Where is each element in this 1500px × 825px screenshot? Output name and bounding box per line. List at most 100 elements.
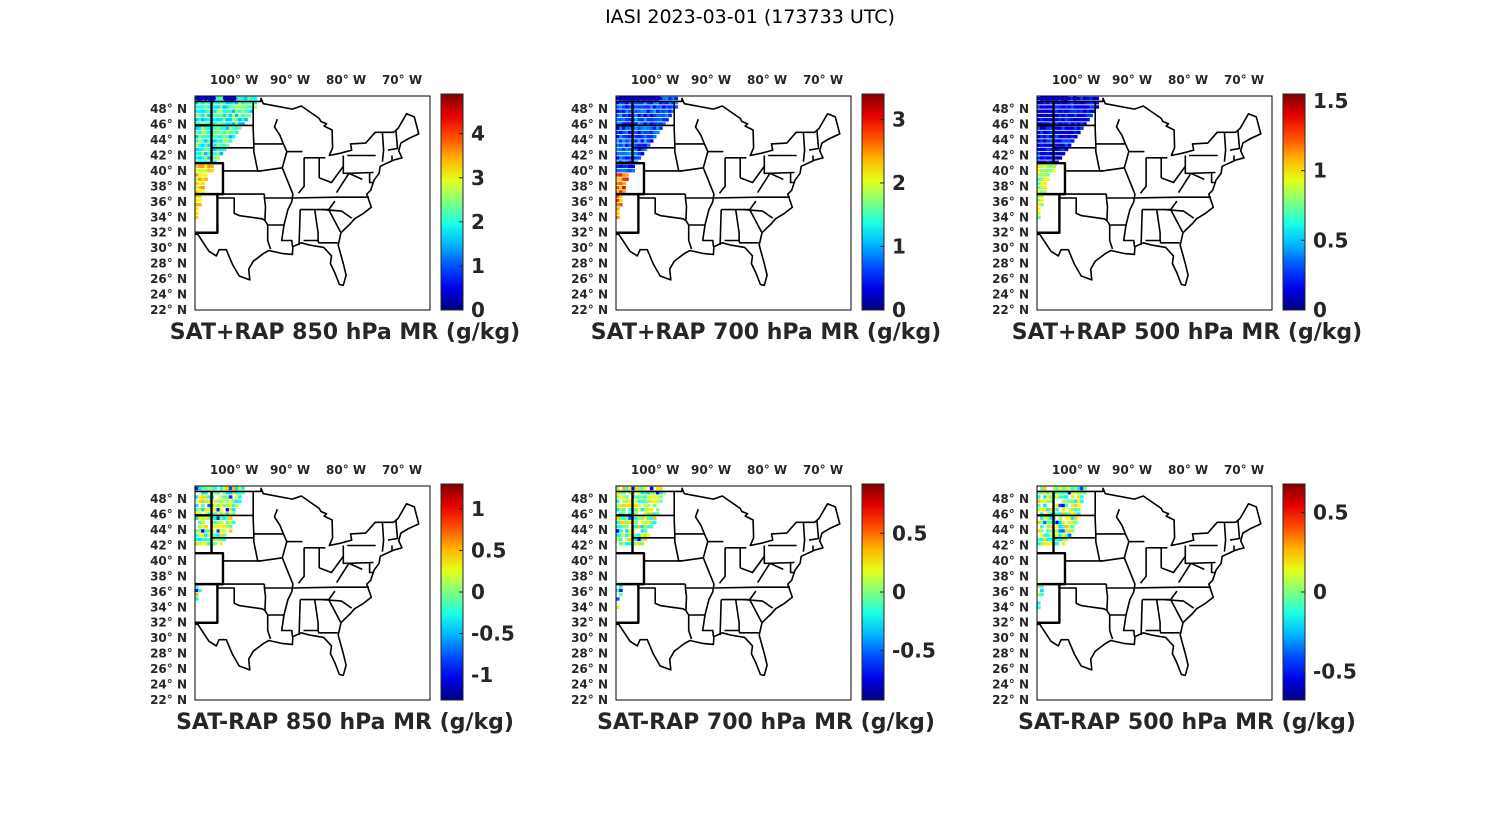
swath-data xyxy=(616,96,679,220)
map-panel-2: 100° W 90° W 80° W 70° W 48° N 46° N 44° N 42° … xyxy=(546,70,976,370)
map-figure: 100° W 90° W 80° W 70° W 48° N 46° N44° N42° … xyxy=(150,73,485,322)
colorbar-tick-label: 0 xyxy=(471,580,485,604)
figure-title: IASI 2023-03-01 (173733 UTC) xyxy=(605,6,895,28)
lat-tick-label: 30° N xyxy=(571,631,608,645)
state-borders xyxy=(1037,97,1262,287)
lat-tick-label: 36° N xyxy=(571,195,608,209)
lat-tick-label: 40° N xyxy=(571,554,608,568)
lat-tick-label: 24° N xyxy=(571,678,608,692)
map-frame xyxy=(194,95,431,311)
panel-title: SAT+RAP 850 hPa MR (g/kg) xyxy=(169,320,521,345)
map-panel-1: 100° W 90° W 80° W 70° W 48° N 46° N 44° N 42° … xyxy=(125,70,555,370)
lat-tick-label: 30° N xyxy=(992,631,1029,645)
colorbar-tick-label: -0.5 xyxy=(892,639,936,663)
lon-tick-label: 90° W xyxy=(270,73,310,87)
lat-tick-label: 40° N xyxy=(150,554,187,568)
lat-tick-label: 38° N xyxy=(150,179,187,193)
lon-tick-label: 100° W xyxy=(631,73,679,87)
lat-tick-label: 30° N xyxy=(571,241,608,255)
lat-tick-label: 46° N xyxy=(150,118,187,132)
colorbar xyxy=(1282,93,1306,311)
colorbar-tick-label: 0.5 xyxy=(892,521,927,545)
lon-tick-label: 80° W xyxy=(326,73,366,87)
lon-tick-label: 90° W xyxy=(1112,463,1152,477)
lon-tick-label: 80° W xyxy=(326,463,366,477)
lat-tick-label: 28° N xyxy=(150,647,187,661)
lon-tick-label: 70° W xyxy=(803,73,843,87)
lat-tick-label: 42° N xyxy=(571,148,608,162)
colorbar-tick-label: 0 xyxy=(1313,298,1327,322)
lat-tick-label: 26° N xyxy=(571,662,608,676)
lon-tick-label: 100° W xyxy=(631,463,679,477)
state-borders xyxy=(195,97,420,287)
lat-tick-label: 46° N xyxy=(150,508,187,522)
lat-tick-label: 40° N xyxy=(571,164,608,178)
lat-tick-label: 48° N xyxy=(992,492,1029,506)
lat-tick-label: 46° N xyxy=(992,508,1029,522)
lat-tick-label: 32° N xyxy=(571,616,608,630)
lat-tick-label: 42° N xyxy=(992,538,1029,552)
lat-tick-label: 30° N xyxy=(150,241,187,255)
colorbar-tick-label: 0.5 xyxy=(1313,501,1348,525)
lat-tick-label: 44° N xyxy=(992,133,1029,147)
lon-tick-label: 100° W xyxy=(1052,73,1100,87)
state-borders xyxy=(1037,487,1262,677)
lat-tick-label: 32° N xyxy=(992,226,1029,240)
lat-tick-label: 38° N xyxy=(992,569,1029,583)
lon-tick-label: 100° W xyxy=(210,73,258,87)
lat-tick-label: 28° N xyxy=(571,257,608,271)
lat-tick-label: 42° N xyxy=(571,538,608,552)
lat-tick-label: 30° N xyxy=(992,241,1029,255)
lat-tick-label: 42° N xyxy=(150,538,187,552)
colorbar-tick-label: 3 xyxy=(471,166,485,190)
lat-tick-label: 26° N xyxy=(992,662,1029,676)
map-frame xyxy=(1036,95,1273,311)
colorbar-tick-label: 1 xyxy=(471,254,485,278)
lat-tick-label: 24° N xyxy=(992,288,1029,302)
lat-tick-label: 32° N xyxy=(150,616,187,630)
lat-tick-label: 38° N xyxy=(992,179,1029,193)
lat-tick-label: 22° N xyxy=(992,693,1029,707)
lat-tick-label: 34° N xyxy=(571,210,608,224)
lat-tick-label: 36° N xyxy=(992,195,1029,209)
lat-tick-label: 24° N xyxy=(992,678,1029,692)
colorbar-tick-label: 0 xyxy=(892,298,906,322)
colorbar-tick-label: 1 xyxy=(892,234,906,258)
state-borders xyxy=(616,97,841,287)
panel-title: SAT+RAP 500 hPa MR (g/kg) xyxy=(1011,320,1363,345)
lat-tick-label: 44° N xyxy=(571,133,608,147)
panel-title: SAT+RAP 700 hPa MR (g/kg) xyxy=(590,320,942,345)
lon-tick-label: 70° W xyxy=(382,73,422,87)
map-figure: 100° W 90° W 80° W 70° W 48° N 46° N44° N42° … xyxy=(150,463,515,707)
swath-data xyxy=(1037,486,1087,610)
colorbar-tick-label: 0.5 xyxy=(1313,228,1348,252)
colorbar-tick-label: -0.5 xyxy=(1313,659,1357,683)
lon-tick-label: 70° W xyxy=(1224,73,1264,87)
map-frame xyxy=(1036,485,1273,701)
lat-tick-label: 40° N xyxy=(150,164,187,178)
lon-tick-label: 70° W xyxy=(803,463,843,477)
lon-tick-label: 80° W xyxy=(1168,463,1208,477)
lon-tick-label: 100° W xyxy=(210,463,258,477)
colorbar xyxy=(440,93,464,311)
lon-tick-label: 70° W xyxy=(1224,463,1264,477)
lat-tick-label: 24° N xyxy=(571,288,608,302)
map-figure: 100° W 90° W 80° W 70° W 48° N 46° N44° N42° … xyxy=(992,73,1348,322)
colorbar-tick-label: -0.5 xyxy=(471,622,515,646)
colorbar-tick-label: -1 xyxy=(471,663,493,687)
lat-tick-label: 28° N xyxy=(992,647,1029,661)
swath-data xyxy=(195,486,245,601)
lat-tick-label: 28° N xyxy=(992,257,1029,271)
lat-tick-label: 34° N xyxy=(150,600,187,614)
map-figure: 100° W 90° W 80° W 70° W 48° N 46° N44° N42° … xyxy=(571,463,936,707)
swath-data xyxy=(616,486,666,610)
lat-tick-label: 36° N xyxy=(150,195,187,209)
lon-tick-label: 80° W xyxy=(1168,73,1208,87)
lat-tick-label: 32° N xyxy=(571,226,608,240)
lat-tick-label: 36° N xyxy=(571,585,608,599)
lat-tick-label: 48° N xyxy=(150,102,187,116)
lat-tick-label: 36° N xyxy=(992,585,1029,599)
lat-tick-label: 26° N xyxy=(150,662,187,676)
lon-tick-label: 80° W xyxy=(747,73,787,87)
lat-tick-label: 40° N xyxy=(992,164,1029,178)
